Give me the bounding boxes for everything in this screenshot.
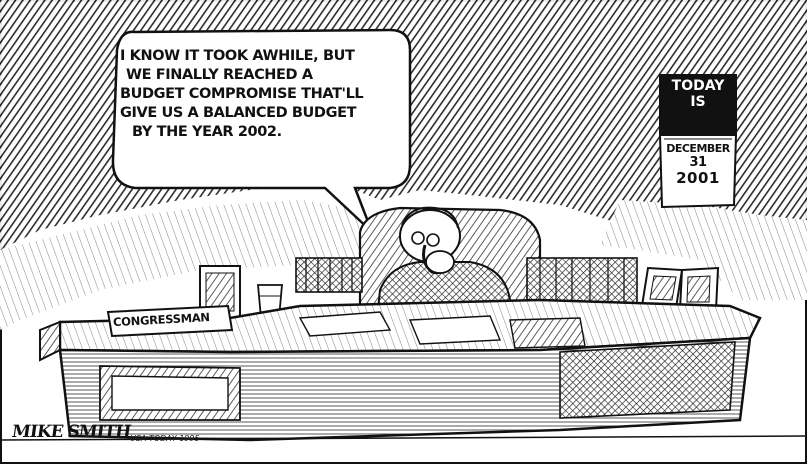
desk-right-panel xyxy=(559,341,736,419)
wall-light-area xyxy=(0,200,370,330)
desk-papers xyxy=(298,311,586,349)
speech-bubble xyxy=(111,28,412,233)
desk-panel-inner xyxy=(111,375,229,411)
books-right xyxy=(526,257,638,307)
floor-line xyxy=(0,435,807,441)
wall-right-light xyxy=(600,200,807,300)
photo-frame-left xyxy=(199,265,241,319)
books-left xyxy=(295,257,363,293)
photo-frames xyxy=(640,266,720,311)
nameplate xyxy=(106,304,234,338)
wall-calendar xyxy=(658,74,738,209)
